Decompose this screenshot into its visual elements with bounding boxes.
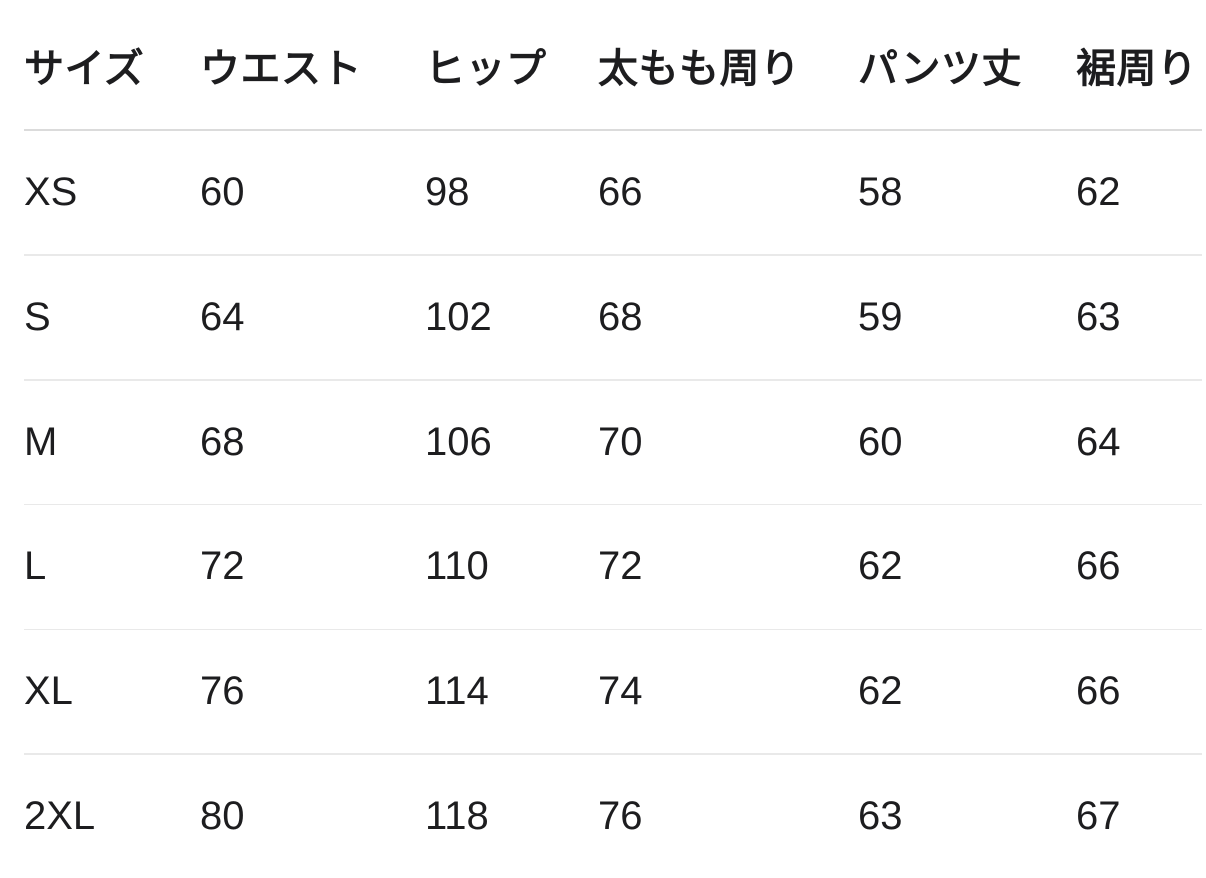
value-cell: 60 (858, 419, 903, 464)
value-cell: 62 (1076, 170, 1121, 215)
header-divider (24, 129, 1202, 131)
table-row: XL 76 114 74 62 66 (0, 630, 1206, 753)
value-cell: 63 (1076, 294, 1121, 339)
size-cell: L (24, 544, 47, 589)
table-body: XS 60 98 66 58 62 S 64 102 68 59 63 M 68 106 70 60 64 L 72 1… (0, 131, 1206, 878)
column-header-size: サイズ (24, 46, 145, 91)
value-cell: 76 (598, 793, 643, 838)
value-cell: 106 (425, 419, 492, 464)
value-cell: 98 (425, 170, 470, 215)
value-cell: 62 (858, 544, 903, 589)
value-cell: 76 (200, 669, 245, 714)
column-header-hip: ヒップ (425, 46, 547, 91)
table-row: M 68 106 70 60 64 (0, 381, 1206, 504)
size-cell: 2XL (24, 793, 96, 838)
value-cell: 66 (598, 170, 643, 215)
table-row: S 64 102 68 59 63 (0, 256, 1206, 379)
value-cell: 118 (425, 793, 489, 838)
value-cell: 67 (1076, 793, 1121, 838)
row-divider (24, 628, 1202, 630)
row-divider (24, 503, 1202, 506)
value-cell: 58 (858, 170, 903, 215)
column-header-waist: ウエスト (200, 46, 362, 91)
value-cell: 66 (1076, 544, 1121, 589)
size-cell: S (24, 294, 51, 339)
value-cell: 72 (598, 544, 643, 589)
value-cell: 64 (1076, 419, 1121, 464)
value-cell: 80 (200, 793, 245, 838)
size-cell: M (24, 419, 58, 464)
row-divider (24, 254, 1202, 256)
value-cell: 102 (425, 294, 492, 339)
value-cell: 59 (858, 294, 903, 339)
column-header-pants-length: パンツ丈 (858, 46, 1022, 91)
header-row: サイズ ウエスト ヒップ 太もも周り パンツ丈 裾周り (0, 0, 1206, 129)
row-divider (24, 753, 1202, 755)
table-row: XS 60 98 66 58 62 (0, 131, 1206, 254)
size-cell: XL (24, 669, 73, 714)
value-cell: 70 (598, 419, 643, 464)
value-cell: 110 (425, 544, 489, 589)
column-header-hem: 裾周り (1076, 46, 1198, 91)
value-cell: 72 (200, 544, 245, 589)
value-cell: 68 (598, 294, 643, 339)
value-cell: 63 (858, 793, 903, 838)
value-cell: 66 (1076, 669, 1121, 714)
row-divider (24, 379, 1202, 381)
value-cell: 74 (598, 669, 643, 714)
value-cell: 68 (200, 419, 245, 464)
column-header-thigh: 太もも周り (598, 46, 801, 91)
table-row: L 72 110 72 62 66 (0, 505, 1206, 628)
value-cell: 64 (200, 294, 245, 339)
table-row: 2XL 80 118 76 63 67 (0, 755, 1206, 878)
value-cell: 114 (425, 669, 489, 714)
value-cell: 60 (200, 170, 245, 215)
size-cell: XS (24, 170, 78, 215)
value-cell: 62 (858, 669, 903, 714)
